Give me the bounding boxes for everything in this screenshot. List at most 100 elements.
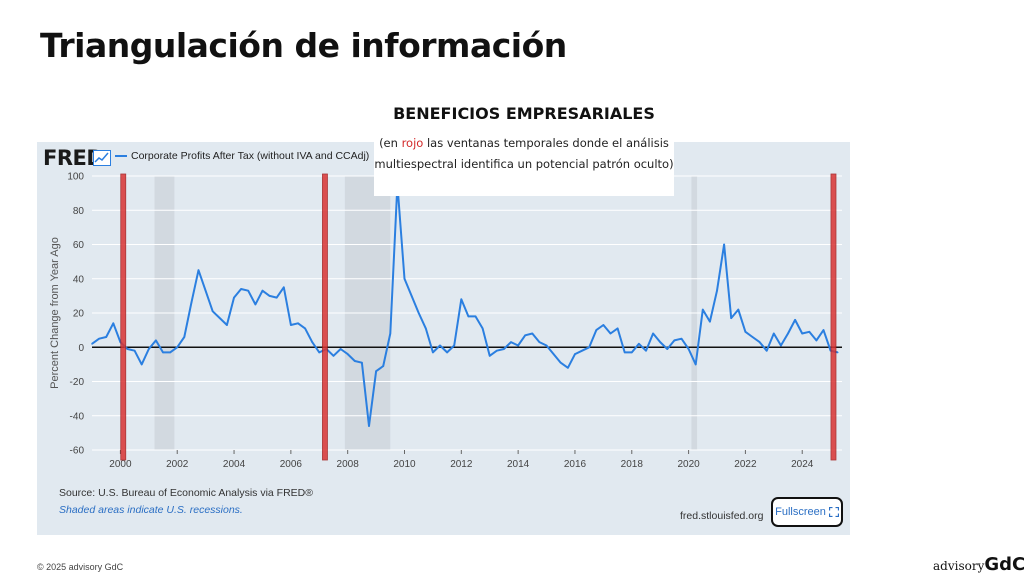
data-point <box>666 348 669 350</box>
x-tick-label: 2008 <box>337 459 360 470</box>
data-point <box>488 355 491 357</box>
highlight-window <box>830 173 837 461</box>
y-tick-label: 80 <box>73 206 85 217</box>
data-point <box>297 322 299 325</box>
annotation-red-word: rojo <box>401 136 424 150</box>
fred-url[interactable]: fred.stlouisfed.org <box>680 510 764 522</box>
data-point <box>126 348 129 350</box>
data-point <box>836 351 839 354</box>
data-point <box>510 341 512 343</box>
data-point <box>211 310 214 313</box>
data-point <box>602 324 605 326</box>
copyright: © 2025 advisory GdC <box>37 562 124 572</box>
data-point <box>155 339 157 342</box>
data-point <box>630 351 633 354</box>
data-point <box>545 344 548 347</box>
data-point <box>268 295 271 297</box>
data-point <box>439 344 441 347</box>
fullscreen-icon <box>828 507 839 517</box>
data-point <box>204 289 207 292</box>
data-point <box>744 331 747 333</box>
data-point <box>517 344 519 347</box>
recession-note-link[interactable]: Shaded areas indicate U.S. recessions. <box>59 504 243 516</box>
data-point <box>353 360 356 362</box>
data-point <box>815 339 818 342</box>
y-tick-label: 0 <box>78 343 84 354</box>
data-point <box>197 269 200 271</box>
source-text: Source: U.S. Bureau of Economic Analysis… <box>59 487 314 499</box>
x-tick-label: 2022 <box>734 459 757 470</box>
y-tick-label: 20 <box>73 309 85 320</box>
annotation-prefix: (en <box>379 136 402 150</box>
data-point <box>673 339 676 342</box>
x-tick-label: 2012 <box>450 459 473 470</box>
annotation-title: BENEFICIOS EMPRESARIALES <box>393 104 655 123</box>
data-point <box>275 296 278 299</box>
annotation-box <box>374 130 674 196</box>
data-point <box>98 337 100 340</box>
data-point <box>169 351 171 354</box>
slide-title: Triangulación de información <box>40 26 567 65</box>
data-point <box>787 332 789 335</box>
data-point <box>403 277 406 280</box>
data-point <box>254 303 257 306</box>
data-point <box>410 295 413 297</box>
data-point <box>481 327 484 330</box>
data-point <box>616 327 619 330</box>
data-point <box>361 361 363 364</box>
data-point <box>176 346 179 349</box>
data-point <box>730 317 733 319</box>
data-point <box>304 327 306 330</box>
data-point <box>112 322 115 325</box>
data-point <box>758 341 761 343</box>
data-point <box>247 289 250 292</box>
data-point <box>460 298 463 301</box>
data-point <box>588 346 590 349</box>
data-point <box>105 336 108 338</box>
y-tick-label: 100 <box>67 172 84 183</box>
x-tick-label: 2006 <box>280 459 303 470</box>
data-point <box>453 344 456 347</box>
data-point <box>737 308 740 311</box>
data-point <box>701 308 704 311</box>
x-tick-label: 2014 <box>507 459 530 470</box>
data-point <box>609 332 612 335</box>
data-point <box>425 327 427 330</box>
data-point <box>716 289 718 292</box>
data-point <box>375 370 377 373</box>
data-point <box>765 349 768 352</box>
y-tick-label: -20 <box>70 377 85 388</box>
data-point <box>496 349 498 352</box>
data-point <box>694 363 697 366</box>
data-point <box>595 329 598 331</box>
fullscreen-button[interactable]: Fullscreen <box>771 497 843 527</box>
x-tick-label: 2002 <box>166 459 189 470</box>
data-point <box>368 425 370 427</box>
data-point <box>723 243 725 246</box>
brand-big: GdC <box>984 554 1024 575</box>
x-tick-label: 2020 <box>677 459 700 470</box>
data-point <box>794 319 796 321</box>
data-point <box>623 351 626 354</box>
data-point <box>751 336 754 338</box>
data-point <box>140 363 143 366</box>
fullscreen-label: Fullscreen <box>775 506 826 518</box>
data-point <box>226 324 228 326</box>
data-point <box>417 312 420 314</box>
data-point <box>467 315 470 318</box>
data-point <box>148 348 150 350</box>
data-point <box>91 343 93 345</box>
data-point <box>446 351 448 354</box>
data-point <box>503 348 505 350</box>
data-point <box>808 331 811 333</box>
data-point <box>389 332 392 335</box>
data-point <box>382 365 384 367</box>
chart-legend: Corporate Profits After Tax (without IVA… <box>115 150 369 162</box>
data-point <box>659 341 661 343</box>
data-point <box>233 296 235 299</box>
data-point <box>524 334 527 337</box>
x-tick-label: 2024 <box>791 459 814 470</box>
brand-logo: advisoryGdC <box>933 554 1024 575</box>
data-point <box>318 351 321 354</box>
